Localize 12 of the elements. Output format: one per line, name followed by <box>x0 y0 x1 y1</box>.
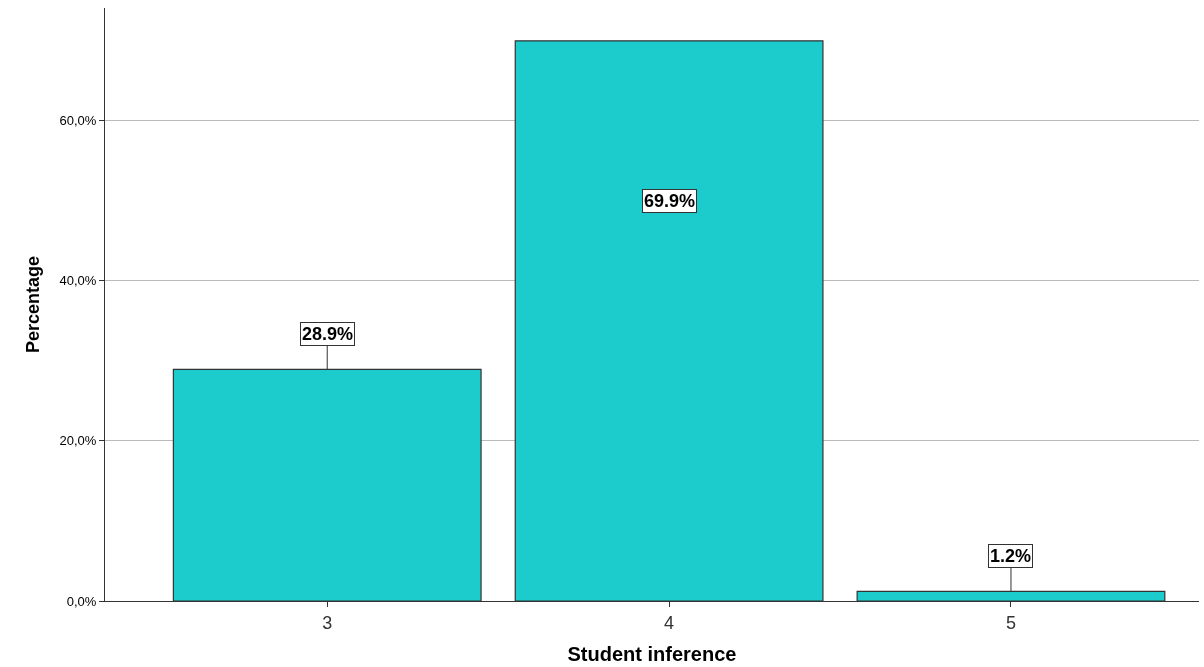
y-tick-label: 20,0% <box>59 433 97 449</box>
y-tick-label: 0,0% <box>66 593 97 609</box>
x-axis-title: Student inference <box>567 643 737 666</box>
data-label: 1.2% <box>990 546 1032 566</box>
y-tick-label: 40,0% <box>59 273 97 289</box>
x-tick-label: 3 <box>322 612 333 633</box>
x-tick-label: 4 <box>664 612 675 633</box>
y-tick-label: 60,0% <box>59 112 97 128</box>
x-tick-label: 5 <box>1005 612 1016 633</box>
y-axis-title: Percentage <box>22 255 43 354</box>
data-label: 69.9% <box>644 191 696 211</box>
data-label: 28.9% <box>302 324 354 344</box>
